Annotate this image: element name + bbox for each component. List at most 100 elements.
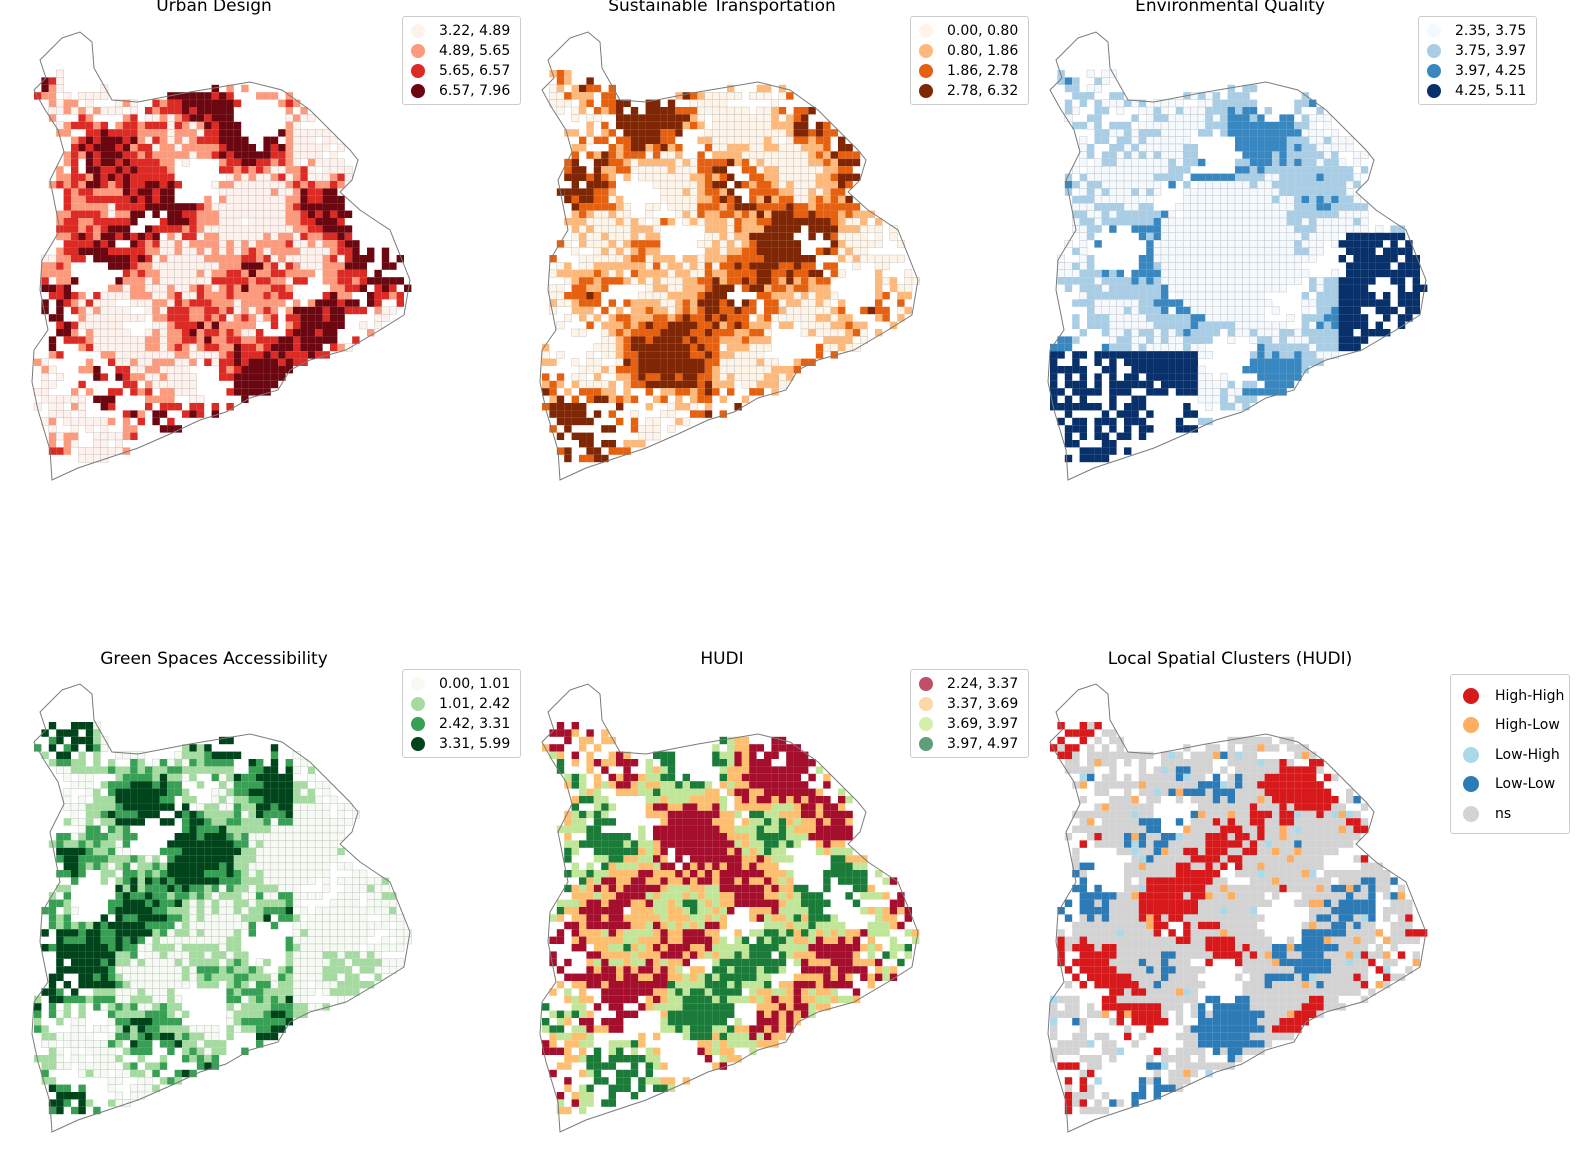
map-cell [1242,210,1250,219]
map-cell [1338,255,1346,263]
map-cell [1197,217,1206,226]
map-cell [85,92,94,100]
map-cell [330,247,338,255]
map-cell [189,358,197,366]
map-cell [137,299,146,307]
map-cell [189,121,197,130]
map-cell [1279,262,1287,270]
legend-label: 0.00, 0.80 [947,23,1019,39]
map-cell [211,833,219,841]
map-cell [830,210,838,218]
map-cell [823,232,831,241]
map-cell [571,173,579,181]
map-cell [322,128,331,137]
map-cell [56,129,64,137]
map-cell [322,173,331,182]
map-cell [1353,173,1361,182]
map-cell [616,144,624,152]
map-cell [1360,262,1369,270]
map-cell [837,232,846,241]
map-cell [808,173,816,182]
map-cell [63,847,71,856]
map-cell [616,329,624,337]
map-cell [71,218,79,226]
map-cell [727,195,735,204]
map-cell [1101,366,1110,374]
map-cell [675,336,683,344]
map-cell [1182,128,1191,137]
map-cell [904,276,913,285]
map-cell [1131,343,1140,352]
map-cell [285,136,293,144]
map-cell [56,284,64,292]
map-cell [100,766,108,774]
map-cell [593,232,602,241]
map-cell [727,343,735,352]
map-cell [1257,173,1265,181]
map-cell [300,239,308,248]
map-cell [852,210,861,218]
map-cell [1101,69,1110,78]
map-cell [1145,151,1154,160]
map-cell [630,240,639,248]
map-cell [653,343,661,352]
map-cell [690,121,698,130]
map-cell [204,314,212,322]
map-cell [292,121,301,130]
map-cell [137,136,145,144]
map-cell [1353,181,1361,189]
map-cell [1094,425,1102,433]
map-cell [667,292,676,300]
map-cell [204,766,212,774]
map-cell [608,380,616,389]
map-cell [638,158,646,167]
map-cell [808,299,816,307]
map-cell [712,195,720,204]
map-cell [1219,380,1228,389]
map-cell [638,366,646,374]
map-cell [1264,158,1272,167]
map-cell [874,239,883,248]
map-cell [1234,306,1243,315]
map-cell [152,336,160,344]
map-cell [682,366,690,374]
map-cell [682,329,690,337]
map-cell [1050,373,1058,381]
map-cell [601,388,609,396]
map-cell [1168,321,1176,329]
map-cell [1368,269,1376,278]
map-cell [1338,203,1346,211]
map-cell [1249,84,1258,93]
map-cell [307,188,316,196]
map-cell [240,232,249,241]
map-cell [1279,158,1287,167]
map-cell [263,803,271,811]
map-cell [1294,336,1302,344]
map-cell [1138,106,1147,115]
map-cell [675,358,683,366]
map-cell [167,195,175,204]
map-cell [248,788,256,796]
map-cell [159,262,168,270]
map-cell [852,217,861,226]
map-cell [63,92,72,100]
map-cell [115,181,123,189]
legend-swatch [1427,84,1441,98]
map-cell [1353,247,1361,255]
map-cell [256,92,264,100]
map-cell [204,321,212,329]
map-cell [1235,158,1243,167]
map-cell [1175,417,1184,426]
map-cell [653,299,661,307]
map-cell [579,306,587,315]
map-cell [778,203,787,211]
map-cell [182,796,190,804]
map-cell [549,358,557,366]
map-cell [1249,107,1258,115]
map-cell [108,181,116,189]
map-cell [793,114,801,122]
map-cell [1279,173,1287,181]
map-cell [1079,239,1088,248]
map-cell [85,388,94,396]
map-cell [764,306,772,315]
